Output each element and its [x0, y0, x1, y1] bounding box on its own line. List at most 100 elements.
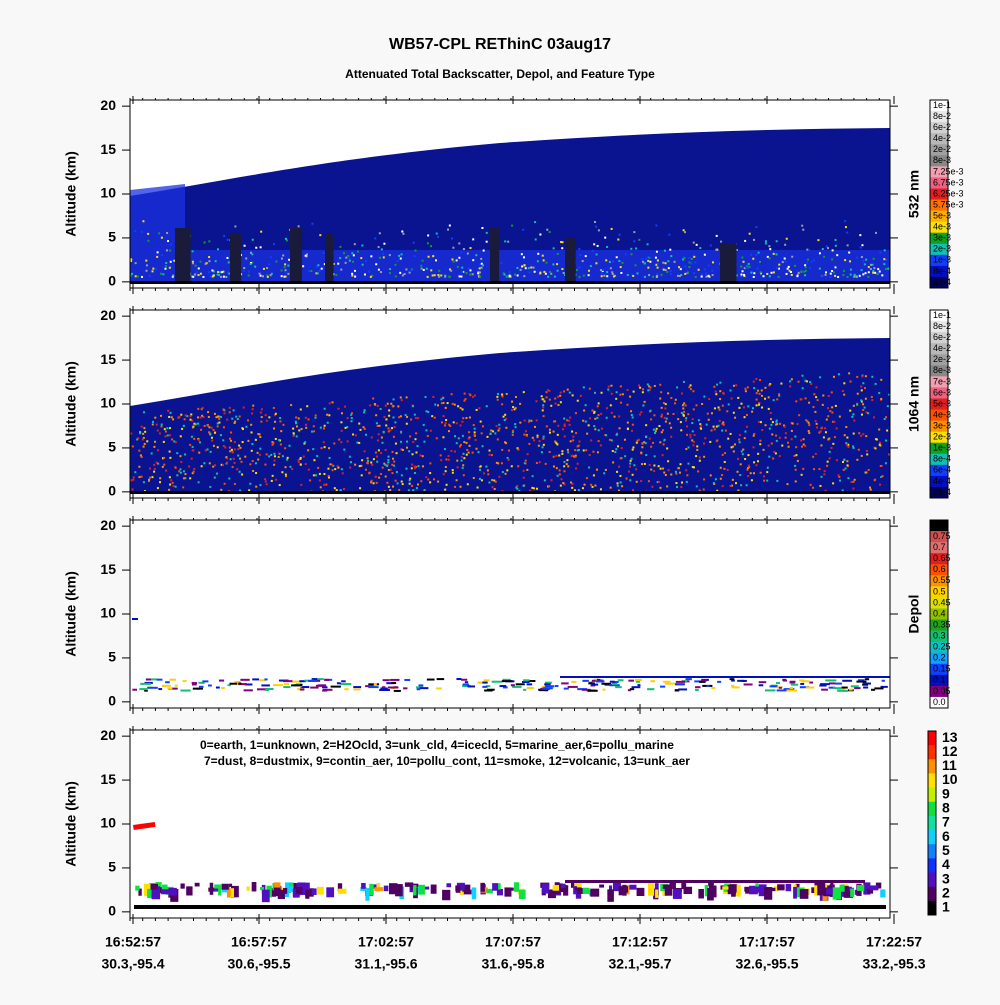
speckle [465, 272, 468, 275]
speckle [719, 466, 722, 469]
feature-speck [552, 885, 559, 891]
speckle [839, 479, 842, 482]
speckle [501, 393, 504, 396]
feature-layer [565, 880, 865, 883]
speckle [682, 256, 685, 259]
speckle [446, 402, 449, 405]
speckle [282, 423, 285, 426]
speckle [514, 273, 517, 276]
speckle [685, 448, 688, 451]
speckle [335, 273, 338, 276]
speckle [578, 248, 581, 251]
feature-speck [180, 883, 185, 889]
depol-speck [731, 684, 735, 687]
speckle [528, 489, 531, 492]
speckle [383, 462, 386, 465]
speckle [884, 462, 887, 465]
feature-speck [194, 882, 200, 887]
speckle [768, 257, 771, 260]
speckle [350, 417, 353, 420]
speckle [883, 418, 886, 421]
speckle [703, 478, 706, 481]
depol-speck [238, 682, 242, 685]
speckle [251, 459, 254, 462]
speckle [376, 404, 379, 407]
speckle [273, 452, 276, 455]
speckle [247, 419, 250, 422]
speckle [795, 454, 798, 457]
depol-speck [799, 686, 810, 689]
speckle [444, 422, 447, 425]
speckle [755, 226, 758, 229]
speckle [272, 442, 275, 445]
speckle [574, 412, 577, 415]
speckle [178, 470, 181, 473]
speckle [323, 446, 326, 449]
colorbar-cell [930, 232, 948, 245]
speckle [213, 431, 216, 434]
speckle [142, 436, 145, 439]
speckle [274, 412, 277, 415]
speckle [530, 419, 533, 422]
speckle [738, 438, 741, 441]
speckle [288, 258, 291, 261]
feature-speck [736, 884, 741, 897]
speckle [138, 449, 141, 452]
depol-speck [388, 686, 399, 689]
speckle [522, 469, 525, 472]
feature-speck [563, 885, 569, 896]
speckle [653, 470, 656, 473]
feature-speck [283, 888, 288, 894]
speckle [770, 423, 773, 426]
speckle [567, 465, 570, 468]
speckle [307, 270, 310, 273]
speckle [626, 427, 629, 430]
speckle [614, 274, 617, 277]
speckle [305, 253, 308, 256]
speckle [734, 416, 737, 419]
speckle [201, 406, 204, 409]
speckle [233, 461, 236, 464]
speckle [241, 441, 244, 444]
speckle [824, 273, 827, 276]
speckle [743, 273, 746, 276]
speckle [469, 273, 472, 276]
speckle [442, 397, 445, 400]
speckle [386, 481, 389, 484]
speckle [677, 467, 680, 470]
speckle [381, 441, 384, 444]
speckle [429, 472, 432, 475]
colorbar-cell [930, 442, 948, 455]
depol-speck [283, 686, 291, 689]
speckle [305, 426, 308, 429]
feature-speck [496, 889, 504, 896]
speckle [723, 461, 726, 464]
depol-speck [461, 678, 468, 681]
speckle [395, 471, 398, 474]
speckle [804, 274, 807, 277]
speckle [831, 258, 834, 261]
speckle [180, 460, 183, 463]
speckle [846, 231, 849, 234]
feature-speck [612, 882, 621, 892]
speckle [704, 272, 707, 275]
speckle [649, 260, 652, 263]
speckle [756, 460, 759, 463]
speckle [690, 257, 693, 260]
speckle [378, 424, 381, 427]
feature-speck [777, 884, 785, 891]
colorbar-label: 6e-2 [933, 122, 951, 132]
speckle [863, 263, 866, 266]
speckle [280, 257, 283, 260]
speckle [825, 418, 828, 421]
speckle [370, 255, 373, 258]
speckle [468, 431, 471, 434]
speckle [194, 273, 197, 276]
speckle [618, 465, 621, 468]
speckle [500, 261, 503, 264]
speckle [771, 433, 774, 436]
speckle [249, 482, 252, 485]
speckle [594, 484, 597, 487]
depol-speck [800, 682, 805, 685]
